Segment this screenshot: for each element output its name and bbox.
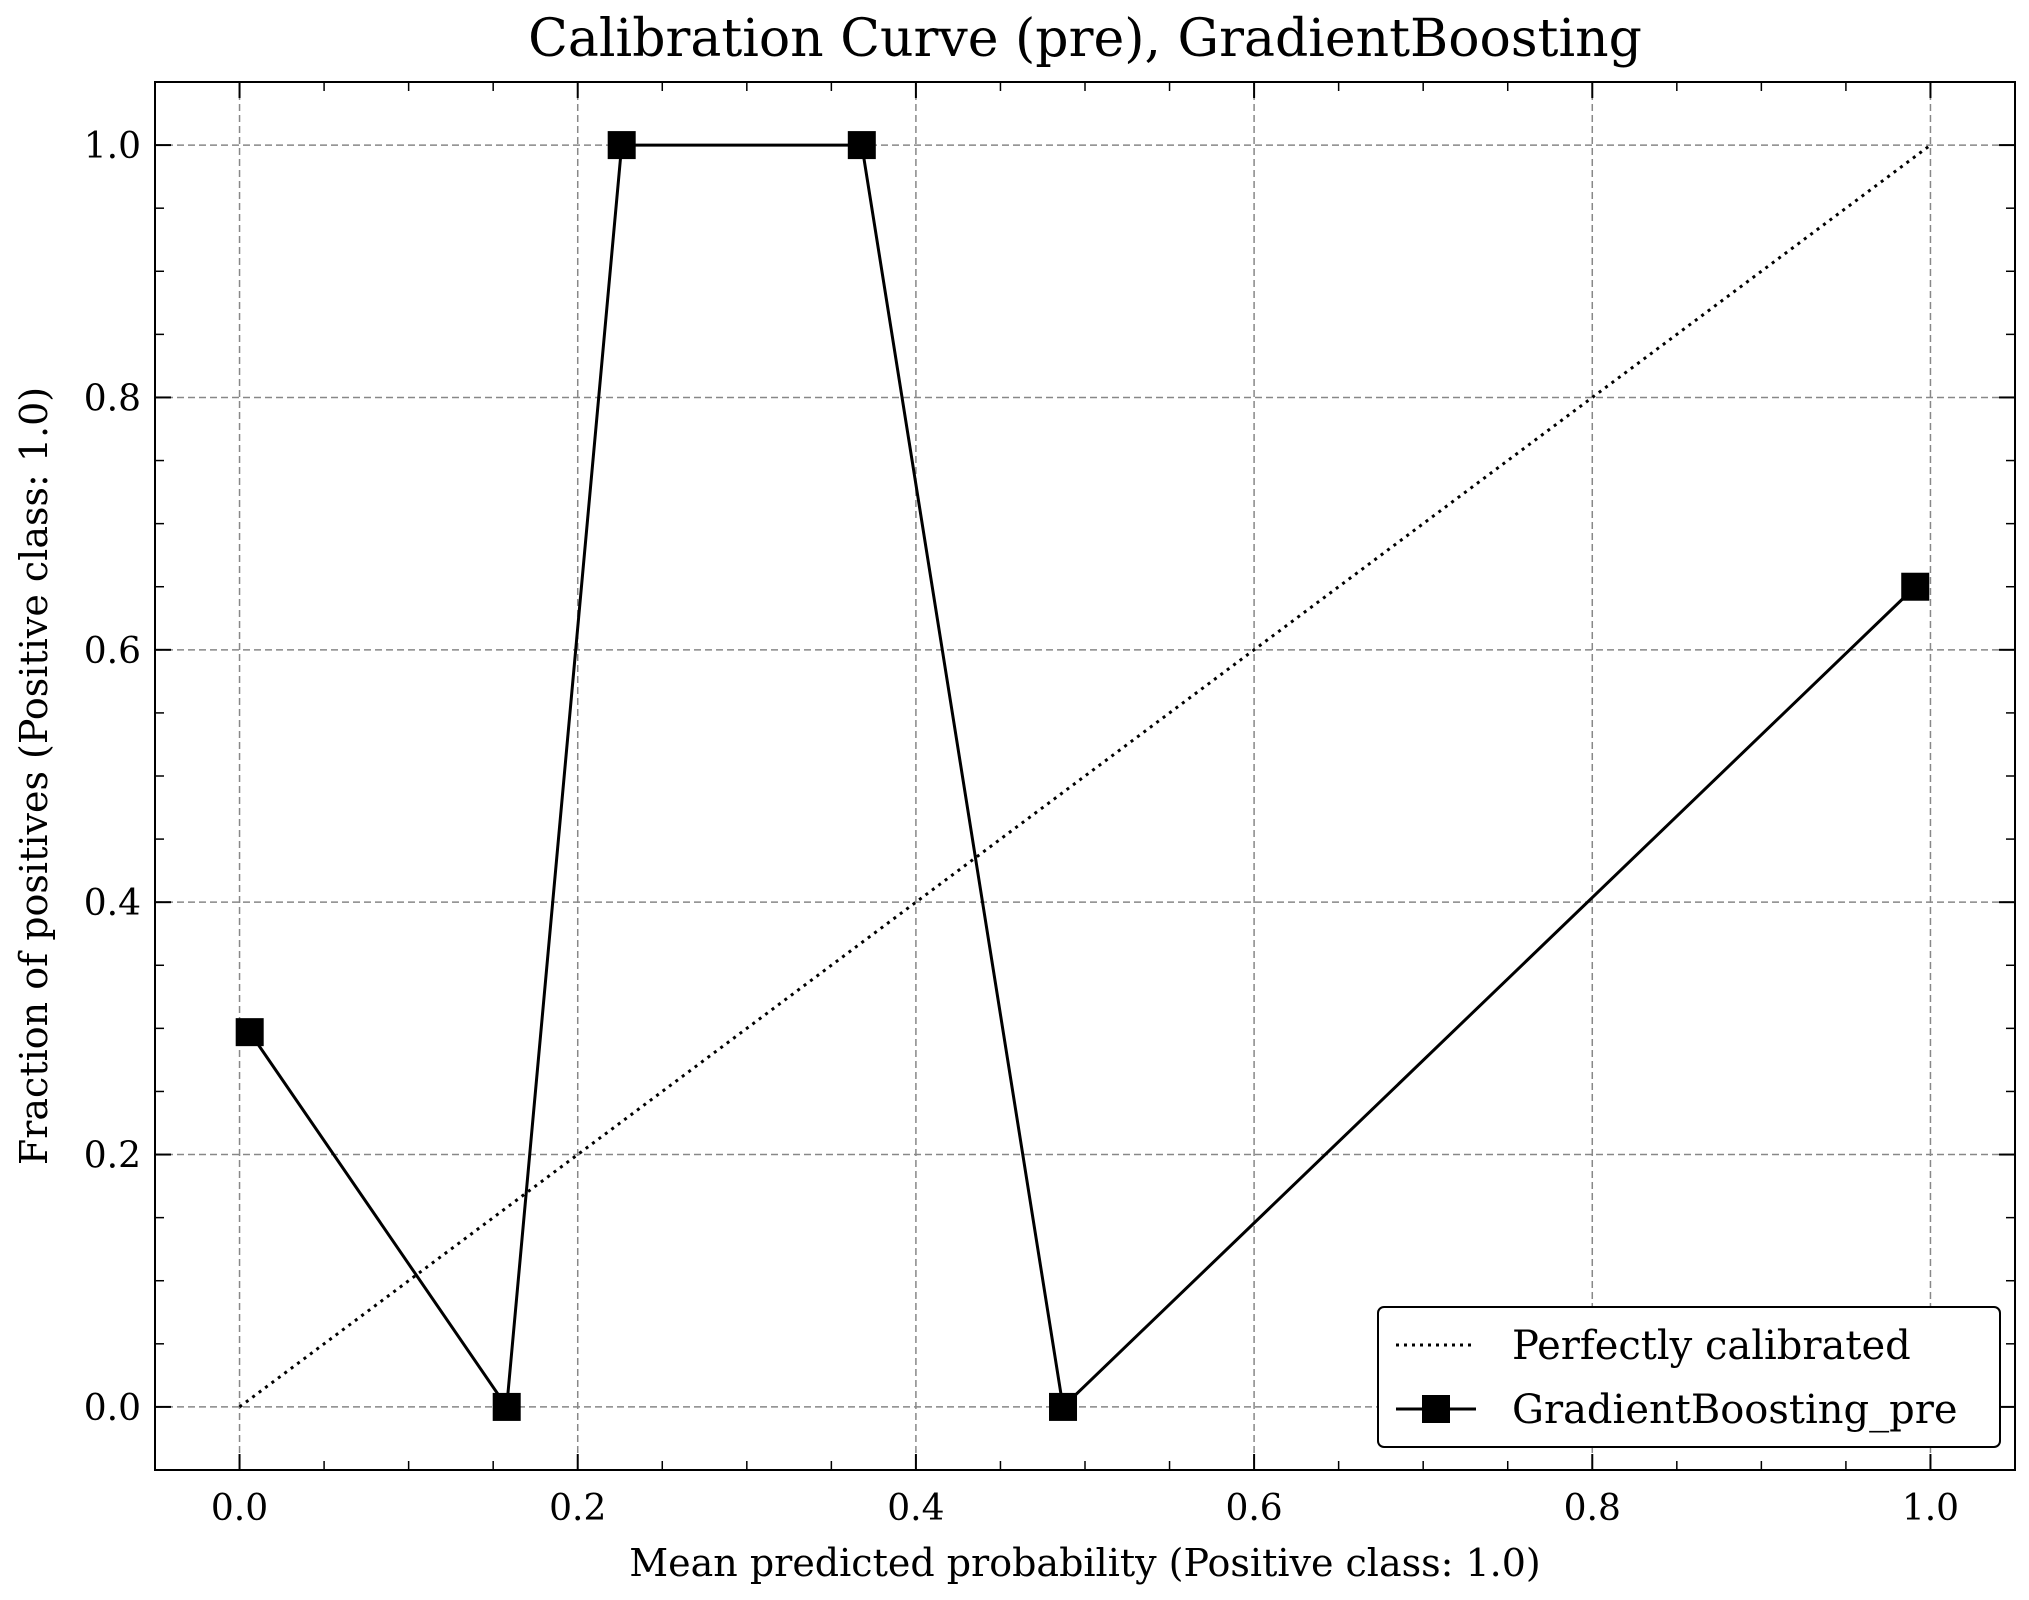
y-tick-label: 1.0 [84, 126, 141, 167]
chart-title: Calibration Curve (pre), GradientBoostin… [528, 9, 1642, 69]
legend-box [1377, 1306, 2001, 1448]
axis-ticks: 0.0 0.2 0.4 0.6 0.8 1.0 0.0 0.2 0.4 0.6 0.8 1.0 [84, 81, 2016, 1529]
series-line-1 [248, 143, 1917, 1412]
x-tick-label: 0.2 [549, 1488, 606, 1529]
x-tick-label: 0.0 [211, 1488, 268, 1529]
series-line-0 [238, 143, 1932, 1409]
y-axis-label: Fraction of positives (Positive class: 1… [12, 387, 56, 1165]
series-point [1901, 572, 1930, 601]
series-point [607, 131, 636, 160]
x-axis-label: Mean predicted probability (Positive cla… [629, 1541, 1541, 1585]
x-tick-label: 1.0 [1902, 1488, 1959, 1529]
y-tick-label: 0.2 [84, 1136, 141, 1177]
legend: Perfectly calibrated GradientBoosting_pre [1377, 1306, 2001, 1448]
plot-series [235, 131, 1932, 1421]
series-point [847, 131, 876, 160]
y-tick-label: 0.0 [84, 1388, 141, 1429]
x-tick-label: 0.4 [887, 1488, 944, 1529]
series-point [1049, 1392, 1078, 1421]
x-tick-label: 0.6 [1225, 1488, 1282, 1529]
y-tick-label: 0.4 [84, 883, 141, 924]
y-tick-label: 0.8 [84, 378, 141, 419]
grid-lines [155, 82, 2015, 1470]
series-point [235, 1018, 264, 1047]
legend-marker-1 [1422, 1395, 1450, 1423]
series-point [492, 1392, 521, 1421]
y-tick-label: 0.6 [84, 631, 141, 672]
x-tick-label: 0.8 [1564, 1488, 1621, 1529]
legend-label-0: Perfectly calibrated [1512, 1323, 1911, 1369]
legend-items: Perfectly calibrated GradientBoosting_pre [1396, 1323, 1958, 1433]
legend-label-1: GradientBoosting_pre [1512, 1387, 1958, 1433]
